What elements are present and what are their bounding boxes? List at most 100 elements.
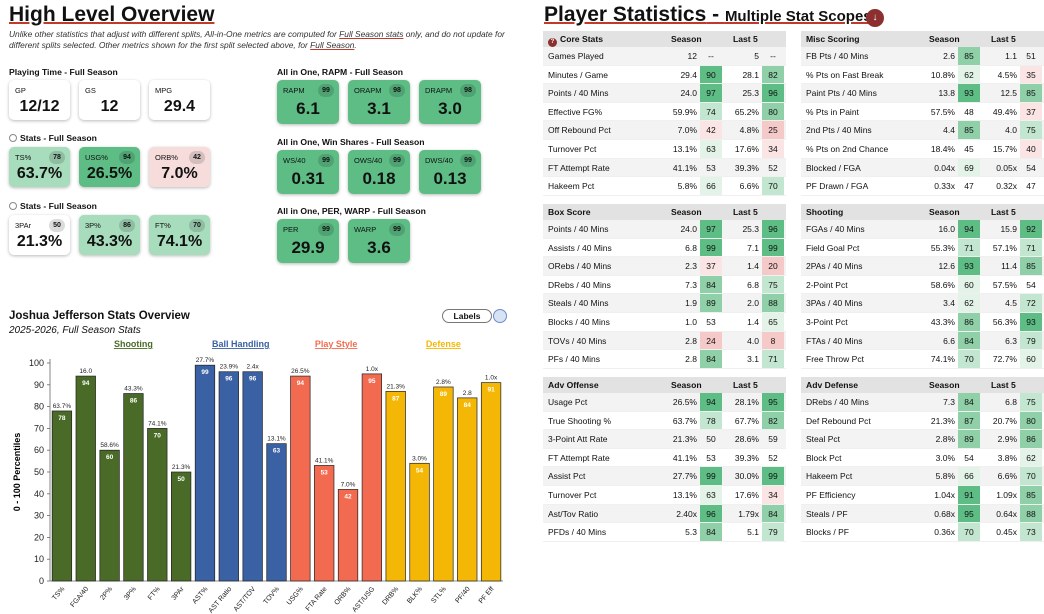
percentile-badge: 70 <box>189 219 205 232</box>
x-tick-label: 3P% <box>123 586 138 602</box>
bar-value-label: 23.9% <box>220 364 239 371</box>
core-stats-icon[interactable]: ? <box>548 38 557 47</box>
stat-card-gs: GS 12 <box>79 80 140 120</box>
table-row: Ast/Tov Ratio 2.40x 96 1.79x 84 <box>543 504 786 524</box>
season-percentile: 99 <box>700 467 722 485</box>
bar-value-label: 58.6% <box>100 442 119 449</box>
season-value: 4.4 <box>943 125 955 136</box>
table-title: Adv Offense <box>548 380 599 390</box>
stat-name: Turnover Pct <box>548 143 597 154</box>
stat-name: Blocks / PF <box>806 527 849 538</box>
aio-rapm-label: All in One, RAPM - Full Season <box>277 67 404 77</box>
season-percentile: 42 <box>700 121 722 139</box>
percentile-badge: 99 <box>318 154 334 167</box>
stat-name: FT Attempt Rate <box>548 162 610 173</box>
season-value: 0.33x <box>934 181 955 192</box>
table-title: Box Score <box>548 207 591 217</box>
last5-value: 4.0 <box>747 335 759 346</box>
season-value: 29.4 <box>680 69 697 80</box>
stat-name: Assists / 40 Mins <box>548 242 612 253</box>
season-percentile: 70 <box>958 350 980 368</box>
stat-card-drapm: DRAPM 3.0 98 <box>419 80 481 124</box>
last5-value: 4.5% <box>997 69 1017 80</box>
season-percentile: -- <box>708 51 714 61</box>
percentile-badge: 99 <box>460 154 476 167</box>
x-tick-label: AST/TOV <box>233 586 258 614</box>
season-percentile: 84 <box>700 350 722 368</box>
table-row: Paint Pts / 40 Mins 13.8 93 12.5 85 <box>801 84 1044 103</box>
season-percentile: 85 <box>958 121 980 139</box>
x-tick-label: AST% <box>191 586 209 606</box>
column-header-season: Season <box>671 34 702 44</box>
season-percentile: 91 <box>958 485 980 504</box>
stat-name: Free Throw Pct <box>806 354 864 365</box>
last5-value: 28.6% <box>734 434 759 445</box>
stats-table-box-score: Box Score Season Last 5 Points / 40 Mins 24.… <box>543 204 786 369</box>
card-value: 29.9 <box>291 238 325 257</box>
download-icon[interactable]: ↓ <box>866 9 884 27</box>
stat-name: 3-Point Pct <box>806 316 848 327</box>
last5-percentile: 72 <box>1020 294 1042 312</box>
table-row: 2-Point Pct 58.6% 60 57.5% 54 <box>801 275 1044 295</box>
full-season-stats-link[interactable]: Full Season stats <box>339 29 404 39</box>
y-tick-label: 100 <box>29 358 44 368</box>
group-header-shooting: Shooting <box>114 339 153 349</box>
season-percentile: 37 <box>700 257 722 275</box>
last5-percentile: 35 <box>1020 65 1042 84</box>
last5-percentile: 99 <box>762 238 784 257</box>
season-percentile: 60 <box>958 275 980 294</box>
labels-button[interactable]: Labels <box>442 309 492 323</box>
percentile-badge: 98 <box>460 84 476 97</box>
season-value: 55.3% <box>930 242 955 253</box>
season-percentile: 93 <box>958 84 980 102</box>
full-season-link[interactable]: Full Season <box>310 40 355 50</box>
last5-percentile: 62 <box>1020 448 1042 467</box>
last5-percentile: 82 <box>762 65 784 84</box>
stats-label-1[interactable]: Stats - Full Season <box>9 133 97 143</box>
stat-name: 2nd Pts / 40 Mins <box>806 125 872 136</box>
last5-value: 72.7% <box>992 354 1017 365</box>
table-row: FT Attempt Rate 41.1% 53 39.3% 52 <box>543 449 786 468</box>
table-row: Assists / 40 Mins 6.8 99 7.1 99 <box>543 238 786 258</box>
season-percentile: 84 <box>700 275 722 294</box>
table-row: Blocks / PF 0.36x 70 0.45x 73 <box>801 523 1044 542</box>
table-row: Steals / 40 Mins 1.9 89 2.0 88 <box>543 294 786 313</box>
radio-icon[interactable] <box>9 134 17 142</box>
table-row: PF Drawn / FGA 0.33x 47 0.32x 47 <box>801 177 1044 196</box>
card-label: DRAPM <box>425 86 453 95</box>
percentile-badge: 94 <box>119 151 135 164</box>
bar-value-label: 21.3% <box>386 383 405 390</box>
card-value: 3.6 <box>367 238 391 257</box>
radio-icon[interactable] <box>9 202 17 210</box>
season-percentile: 90 <box>700 65 722 84</box>
last5-value: 30.0% <box>734 471 759 482</box>
last5-value: 4.5 <box>1005 298 1017 309</box>
card-label: OWS/40 <box>354 156 383 165</box>
card-value: 21.3% <box>16 233 63 250</box>
bar-pf-eff <box>480 382 502 582</box>
table-row: 3-Point Att Rate 21.3% 50 28.6% 59 <box>543 430 786 449</box>
table-row: Effective FG% 59.9% 74 65.2% 80 <box>543 102 786 122</box>
table-row: Hakeem Pct 5.8% 66 6.6% 70 <box>801 467 1044 486</box>
bar-value-label: 74.1% <box>148 420 167 427</box>
season-value: 2.6 <box>943 51 955 61</box>
season-value: 0.68x <box>934 508 955 519</box>
overview-note: Unlike other statistics that adjust with… <box>9 29 505 50</box>
card-label: 3P% <box>85 221 101 230</box>
table-title: Misc Scoring <box>806 34 860 44</box>
stats-label-2[interactable]: Stats - Full Season <box>9 201 97 211</box>
last5-percentile: 37 <box>1020 102 1042 121</box>
season-value: 18.4% <box>930 143 955 154</box>
bar-percentile-label: 94 <box>297 380 305 387</box>
x-tick-label: TOV% <box>262 586 281 606</box>
season-percentile: 86 <box>958 312 980 331</box>
bar-percentile-label: 53 <box>321 469 329 476</box>
stats-overview-chart: 0 10 20 30 40 50 60 70 80 90 100 0 - 100 Percentile… <box>12 339 503 614</box>
last5-value: 1.09x <box>996 489 1017 500</box>
labels-toggle[interactable] <box>493 309 507 323</box>
season-value: 21.3% <box>672 434 697 445</box>
bar-drb- <box>385 390 406 582</box>
season-value: 26.5% <box>672 397 697 407</box>
season-percentile: 84 <box>700 523 722 541</box>
last5-percentile: 93 <box>1020 312 1042 331</box>
